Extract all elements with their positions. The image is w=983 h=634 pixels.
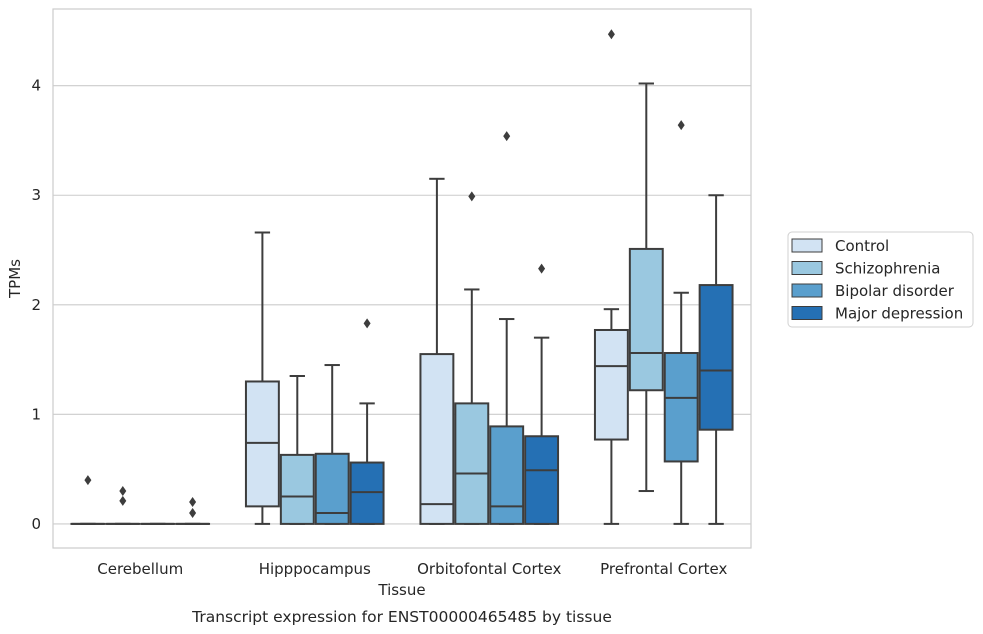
box-major-depression [349, 318, 385, 525]
outlier-point [538, 263, 546, 274]
box-bipolar-disorder [489, 131, 525, 525]
box-schizophrenia [105, 486, 141, 525]
y-tick-labels: 0 1 2 3 4 [31, 77, 41, 533]
plot-frame [52, 8, 752, 549]
iqr-box [244, 380, 280, 508]
box-control [70, 475, 106, 525]
box-schizophrenia [628, 82, 664, 493]
x-tick-label: Cerebellum [97, 560, 183, 578]
outlier-point [119, 495, 127, 506]
box-bipolar-disorder [663, 120, 699, 525]
y-axis-label: TPMs [6, 259, 24, 299]
legend-swatch [791, 283, 823, 298]
legend: Control Schizophrenia Bipolar disorder Majo… [787, 231, 974, 328]
y-tick-label: 0 [31, 515, 41, 533]
iqr-box [663, 351, 699, 463]
outlier-point [607, 29, 615, 40]
outlier-point [677, 120, 685, 131]
outlier-point [84, 475, 92, 486]
x-axis-label: Tissue [377, 581, 425, 599]
iqr-box [489, 425, 525, 525]
box-bipolar-disorder [314, 364, 350, 525]
outlier-point [503, 131, 511, 142]
y-tick-label: 2 [31, 296, 41, 314]
legend-swatch [791, 261, 823, 275]
iqr-box [419, 353, 455, 525]
iqr-box [698, 284, 734, 431]
legend-frame [787, 231, 974, 328]
box-major-depression [524, 263, 560, 525]
iqr-box [454, 402, 490, 525]
outlier-point [468, 191, 476, 202]
box-control [419, 177, 455, 525]
outlier-point [119, 486, 127, 497]
grid-lines [53, 85, 751, 525]
iqr-box [524, 435, 560, 525]
box-schizophrenia [454, 191, 490, 525]
outlier-point [363, 318, 371, 329]
legend-swatch [791, 306, 823, 320]
legend-label: Bipolar disorder [835, 282, 955, 300]
y-tick-label: 1 [31, 405, 41, 423]
iqr-box [349, 461, 385, 525]
outlier-point [189, 507, 197, 518]
box-control [244, 231, 280, 525]
iqr-box [593, 328, 629, 441]
y-tick-label: 3 [31, 186, 41, 204]
legend-swatch [791, 238, 823, 253]
x-tick-label: Orbitofontal Cortex [417, 560, 561, 578]
box-control [593, 29, 629, 525]
y-tick-label: 4 [31, 77, 41, 95]
iqr-box [279, 453, 315, 525]
x-tick-labels: Cerebellum Hipppocampus Orbitofontal Corte… [97, 560, 727, 578]
box-major-depression [698, 194, 734, 525]
legend-label: Schizophrenia [835, 260, 940, 278]
figure-caption: Transcript expression for ENST0000046548… [191, 608, 612, 626]
legend-label: Control [835, 237, 889, 255]
x-tick-label: Hipppocampus [259, 560, 371, 578]
outlier-point [189, 496, 197, 507]
box-major-depression [175, 496, 211, 525]
iqr-box [628, 247, 664, 392]
legend-label: Major depression [835, 305, 963, 323]
plot-boxes [70, 29, 734, 525]
box-schizophrenia [279, 375, 315, 525]
x-tick-label: Prefrontal Cortex [600, 560, 727, 578]
